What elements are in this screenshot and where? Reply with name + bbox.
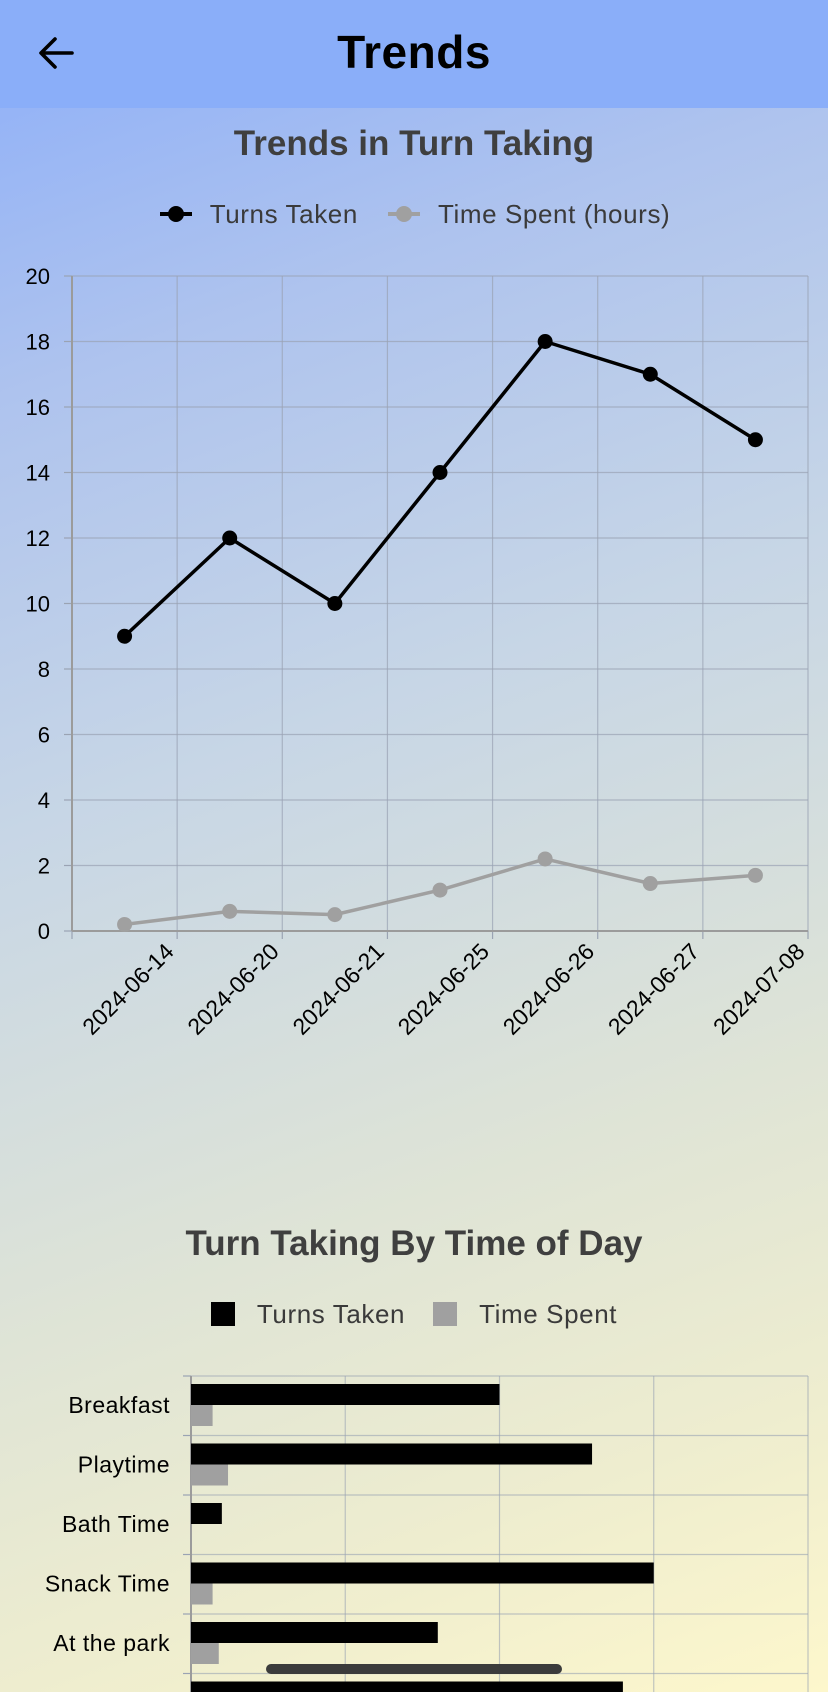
data-point-time-spent xyxy=(327,907,343,923)
category-label: Playtime xyxy=(78,1452,170,1478)
y-tick-label: 12 xyxy=(26,526,50,551)
y-tick-label: 4 xyxy=(38,788,50,813)
data-point-time-spent xyxy=(117,916,133,932)
bar-time-spent xyxy=(191,1464,229,1486)
bar-turns-taken xyxy=(191,1443,593,1465)
x-tick-label: 2024-06-21 xyxy=(287,938,389,1040)
bar-chart-legend: Turns Taken Time Spent xyxy=(0,1296,828,1332)
arrow-left-icon xyxy=(39,37,74,69)
legend-swatch xyxy=(433,1302,458,1326)
series-line-turns-taken xyxy=(123,339,757,638)
back-button[interactable] xyxy=(30,30,82,76)
bar-chart: Breakfast Playtime Bath Time Snack Time At t… xyxy=(45,1375,809,1692)
bar-time-spent xyxy=(191,1643,219,1664)
x-tick-label: 2024-06-27 xyxy=(603,938,705,1040)
data-point-time-spent xyxy=(537,851,553,867)
x-tick-label: 2024-06-14 xyxy=(77,938,179,1040)
category-label: Bath Time xyxy=(62,1511,170,1537)
bar-time-spent xyxy=(191,1583,213,1605)
y-tick-label: 16 xyxy=(26,395,50,420)
y-tick-label: 14 xyxy=(26,461,50,486)
data-point-time-spent xyxy=(747,867,763,883)
bar-time-spent xyxy=(191,1405,213,1426)
data-point-turns-taken xyxy=(747,432,763,448)
bar-chart-title: Turn Taking By Time of Day xyxy=(185,1224,643,1263)
data-point-turns-taken xyxy=(432,465,448,480)
legend-time-spent[interactable]: Time Spent (hours) xyxy=(386,199,670,230)
bar-turns-taken xyxy=(191,1384,500,1405)
category-label: Snack Time xyxy=(45,1571,170,1597)
line-chart-title: Trends in Turn Taking xyxy=(233,124,595,163)
bar-turns-taken xyxy=(191,1562,654,1584)
header-bar: Trends xyxy=(0,0,828,108)
legend-turns-taken[interactable]: Turns Taken xyxy=(210,1298,406,1330)
category-label: Breakfast xyxy=(68,1392,170,1418)
data-point-turns-taken xyxy=(537,334,553,349)
data-point-turns-taken xyxy=(327,596,343,611)
line-marker-icon xyxy=(159,206,192,222)
legend-label: Time Spent (hours) xyxy=(437,198,671,229)
x-tick-label: 2024-06-25 xyxy=(393,938,495,1040)
y-tick-label: 8 xyxy=(38,657,50,682)
bar-turns-taken xyxy=(191,1503,222,1524)
category-label: At the park xyxy=(53,1630,170,1656)
y-tick-label: 2 xyxy=(38,854,50,879)
data-point-turns-taken xyxy=(117,628,133,644)
y-tick-label: 20 xyxy=(26,264,50,289)
x-tick-label: 2024-07-08 xyxy=(708,938,810,1040)
x-tick-label: 2024-06-26 xyxy=(498,938,600,1040)
data-point-time-spent xyxy=(432,882,448,898)
bar-turns-taken xyxy=(191,1681,623,1692)
data-point-turns-taken xyxy=(222,530,238,546)
home-indicator xyxy=(266,1664,562,1674)
bar-turns-taken xyxy=(191,1622,438,1643)
legend-label: Turns Taken xyxy=(209,198,358,229)
line-marker-icon xyxy=(387,206,420,222)
data-point-time-spent xyxy=(642,876,658,892)
data-point-turns-taken xyxy=(642,366,658,382)
legend-turns-taken[interactable]: Turns Taken xyxy=(158,199,358,230)
legend-label: Time Spent xyxy=(479,1298,618,1329)
data-point-time-spent xyxy=(222,903,238,919)
y-tick-label: 6 xyxy=(38,723,50,748)
y-tick-label: 0 xyxy=(38,919,50,944)
legend-swatch xyxy=(210,1302,235,1326)
legend-label: Turns Taken xyxy=(256,1298,406,1329)
legend-time-spent[interactable]: Time Spent xyxy=(433,1299,617,1330)
page-title: Trends xyxy=(337,26,491,78)
y-tick-label: 18 xyxy=(26,330,50,355)
y-tick-label: 10 xyxy=(26,592,50,617)
line-chart-legend: Turns Taken Time Spent (hours) xyxy=(0,196,828,232)
x-tick-label: 2024-06-20 xyxy=(182,938,284,1040)
